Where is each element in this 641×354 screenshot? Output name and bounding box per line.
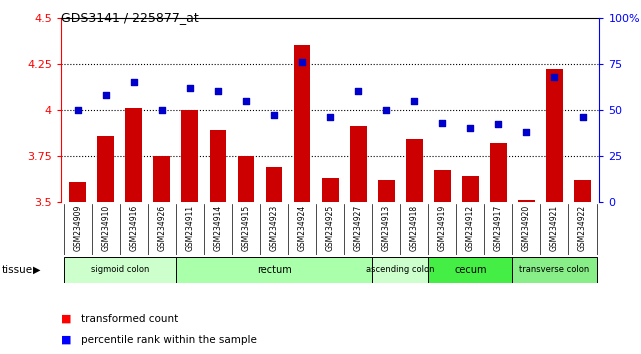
Point: [549, 74, 560, 79]
Point: [521, 129, 531, 135]
Text: GSM234924: GSM234924: [297, 205, 306, 251]
Bar: [428, 257, 512, 283]
Point: [297, 59, 307, 65]
Point: [437, 120, 447, 125]
Bar: [378, 180, 395, 202]
Point: [465, 125, 476, 131]
Bar: [265, 167, 283, 202]
Text: ascending colon: ascending colon: [366, 266, 435, 274]
Point: [101, 92, 111, 98]
Text: GSM234923: GSM234923: [269, 205, 279, 251]
Text: ▶: ▶: [33, 265, 41, 275]
Text: transformed count: transformed count: [81, 314, 179, 324]
Text: GSM234912: GSM234912: [466, 205, 475, 251]
Bar: [350, 126, 367, 202]
Bar: [512, 257, 597, 283]
Text: GSM234918: GSM234918: [410, 205, 419, 251]
Text: GSM234916: GSM234916: [129, 205, 138, 251]
Bar: [97, 136, 114, 202]
Text: cecum: cecum: [454, 265, 487, 275]
Point: [157, 107, 167, 113]
Bar: [181, 110, 198, 202]
Bar: [546, 69, 563, 202]
Point: [72, 107, 83, 113]
Bar: [176, 257, 372, 283]
Text: GSM234917: GSM234917: [494, 205, 503, 251]
Point: [494, 122, 504, 127]
Bar: [69, 182, 86, 202]
Bar: [322, 178, 338, 202]
Text: sigmoid colon: sigmoid colon: [90, 266, 149, 274]
Text: GSM234927: GSM234927: [354, 205, 363, 251]
Point: [185, 85, 195, 91]
Bar: [210, 130, 226, 202]
Text: transverse colon: transverse colon: [519, 266, 590, 274]
Point: [269, 113, 279, 118]
Bar: [518, 200, 535, 202]
Text: GSM234910: GSM234910: [101, 205, 110, 251]
Bar: [63, 257, 176, 283]
Point: [213, 88, 223, 94]
Bar: [406, 139, 422, 202]
Bar: [372, 257, 428, 283]
Point: [353, 88, 363, 94]
Bar: [574, 180, 591, 202]
Text: GDS3141 / 225877_at: GDS3141 / 225877_at: [61, 11, 199, 24]
Bar: [126, 108, 142, 202]
Text: GSM234911: GSM234911: [185, 205, 194, 251]
Point: [241, 98, 251, 103]
Point: [381, 107, 391, 113]
Text: GSM234922: GSM234922: [578, 205, 587, 251]
Bar: [490, 143, 507, 202]
Bar: [153, 156, 171, 202]
Point: [409, 98, 419, 103]
Text: ■: ■: [61, 335, 71, 345]
Text: GSM234919: GSM234919: [438, 205, 447, 251]
Text: GSM234921: GSM234921: [550, 205, 559, 251]
Text: rectum: rectum: [256, 265, 292, 275]
Point: [129, 79, 139, 85]
Text: GSM234914: GSM234914: [213, 205, 222, 251]
Text: tissue: tissue: [1, 265, 33, 275]
Text: GSM234909: GSM234909: [73, 205, 82, 251]
Bar: [434, 171, 451, 202]
Bar: [238, 156, 254, 202]
Bar: [462, 176, 479, 202]
Text: GSM234920: GSM234920: [522, 205, 531, 251]
Bar: [294, 45, 310, 202]
Text: percentile rank within the sample: percentile rank within the sample: [81, 335, 257, 345]
Point: [325, 114, 335, 120]
Text: GSM234913: GSM234913: [381, 205, 391, 251]
Text: ■: ■: [61, 314, 71, 324]
Text: GSM234926: GSM234926: [157, 205, 167, 251]
Text: GSM234915: GSM234915: [242, 205, 251, 251]
Text: GSM234925: GSM234925: [326, 205, 335, 251]
Point: [578, 114, 588, 120]
